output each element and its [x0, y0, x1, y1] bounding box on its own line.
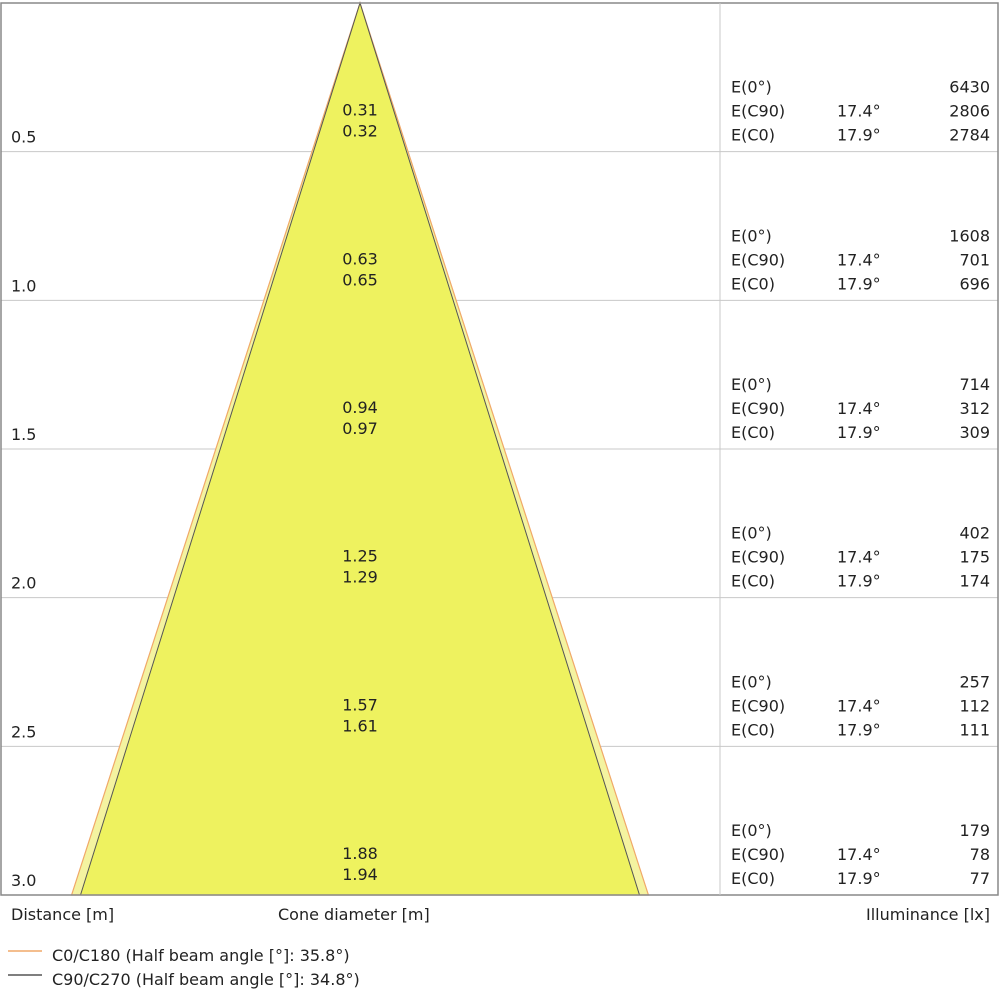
distance-tick-label: 1.0	[11, 276, 36, 295]
ec0-value: 696	[959, 274, 990, 293]
ec90-angle: 17.4°	[837, 548, 881, 567]
ec90-label: E(C90)	[731, 845, 785, 864]
row-labels: 0.5 0.31 0.32 E(0°) 6430 E(C90) 17.4° 2806 E(C0)…	[11, 78, 990, 890]
cone-diameter-c0: 1.29	[342, 568, 378, 587]
ec0-value: 309	[959, 423, 990, 442]
distance-tick-label: 1.5	[11, 425, 36, 444]
e0-value: 1608	[949, 226, 990, 245]
ec90-angle: 17.4°	[837, 696, 881, 715]
cone-diameter-c0: 0.32	[342, 122, 378, 141]
ec0-label: E(C0)	[731, 423, 775, 442]
e0-label: E(0°)	[731, 672, 772, 691]
ec90-label: E(C90)	[731, 696, 785, 715]
ec90-angle: 17.4°	[837, 845, 881, 864]
ec0-angle: 17.9°	[837, 572, 881, 591]
legend-label-c0: C0/C180 (Half beam angle [°]: 35.8°)	[52, 946, 350, 965]
cone-diameter-axis-label: Cone diameter [m]	[278, 905, 430, 924]
ec90-label: E(C90)	[731, 399, 785, 418]
ec0-angle: 17.9°	[837, 869, 881, 888]
ec0-label: E(C0)	[731, 720, 775, 739]
distance-tick-label: 3.0	[11, 871, 36, 890]
ec90-value: 701	[959, 250, 990, 269]
ec0-angle: 17.9°	[837, 126, 881, 145]
ec0-angle: 17.9°	[837, 423, 881, 442]
ec90-value: 78	[970, 845, 990, 864]
ec90-value: 2806	[949, 102, 990, 121]
distance-tick-label: 0.5	[11, 128, 36, 147]
cone-diameter-c90: 1.25	[342, 547, 378, 566]
distance-axis-label: Distance [m]	[11, 905, 114, 924]
ec90-value: 175	[959, 548, 990, 567]
ec90-value: 312	[959, 399, 990, 418]
ec0-label: E(C0)	[731, 869, 775, 888]
e0-label: E(0°)	[731, 226, 772, 245]
ec0-label: E(C0)	[731, 572, 775, 591]
ec90-label: E(C90)	[731, 250, 785, 269]
cone-diameter-c90: 1.57	[342, 695, 378, 714]
e0-value: 6430	[949, 78, 990, 97]
ec90-label: E(C90)	[731, 548, 785, 567]
ec0-value: 111	[959, 720, 990, 739]
ec0-label: E(C0)	[731, 274, 775, 293]
ec90-value: 112	[959, 696, 990, 715]
illuminance-axis-label: Illuminance [lx]	[866, 905, 990, 924]
distance-tick-label: 2.5	[11, 722, 36, 741]
cone-diameter-c90: 0.31	[342, 101, 378, 120]
cone-diameter-c90: 0.63	[342, 249, 378, 268]
cone-diameter-c0: 1.61	[342, 716, 378, 735]
e0-label: E(0°)	[731, 821, 772, 840]
ec90-angle: 17.4°	[837, 250, 881, 269]
legend: C0/C180 (Half beam angle [°]: 35.8°) C90…	[8, 946, 360, 989]
ec0-value: 2784	[949, 126, 990, 145]
e0-value: 714	[959, 375, 990, 394]
e0-label: E(0°)	[731, 524, 772, 543]
ec90-angle: 17.4°	[837, 102, 881, 121]
ec0-label: E(C0)	[731, 126, 775, 145]
ec90-label: E(C90)	[731, 102, 785, 121]
e0-label: E(0°)	[731, 375, 772, 394]
cone-diameter-c90: 1.88	[342, 844, 378, 863]
cone-diameter-c0: 1.94	[342, 865, 378, 884]
frame	[0, 2, 999, 896]
cone-diameter-c0: 0.65	[342, 270, 378, 289]
e0-value: 257	[959, 672, 990, 691]
distance-tick-label: 2.0	[11, 574, 36, 593]
cone-diameter-c0: 0.97	[342, 419, 378, 438]
e0-value: 179	[959, 821, 990, 840]
ec0-angle: 17.9°	[837, 274, 881, 293]
ec90-angle: 17.4°	[837, 399, 881, 418]
cone-diameter-c90: 0.94	[342, 398, 378, 417]
ec0-angle: 17.9°	[837, 720, 881, 739]
e0-value: 402	[959, 524, 990, 543]
ec0-value: 77	[970, 869, 990, 888]
e0-label: E(0°)	[731, 78, 772, 97]
ec0-value: 174	[959, 572, 990, 591]
legend-label-c90: C90/C270 (Half beam angle [°]: 34.8°)	[52, 970, 360, 989]
